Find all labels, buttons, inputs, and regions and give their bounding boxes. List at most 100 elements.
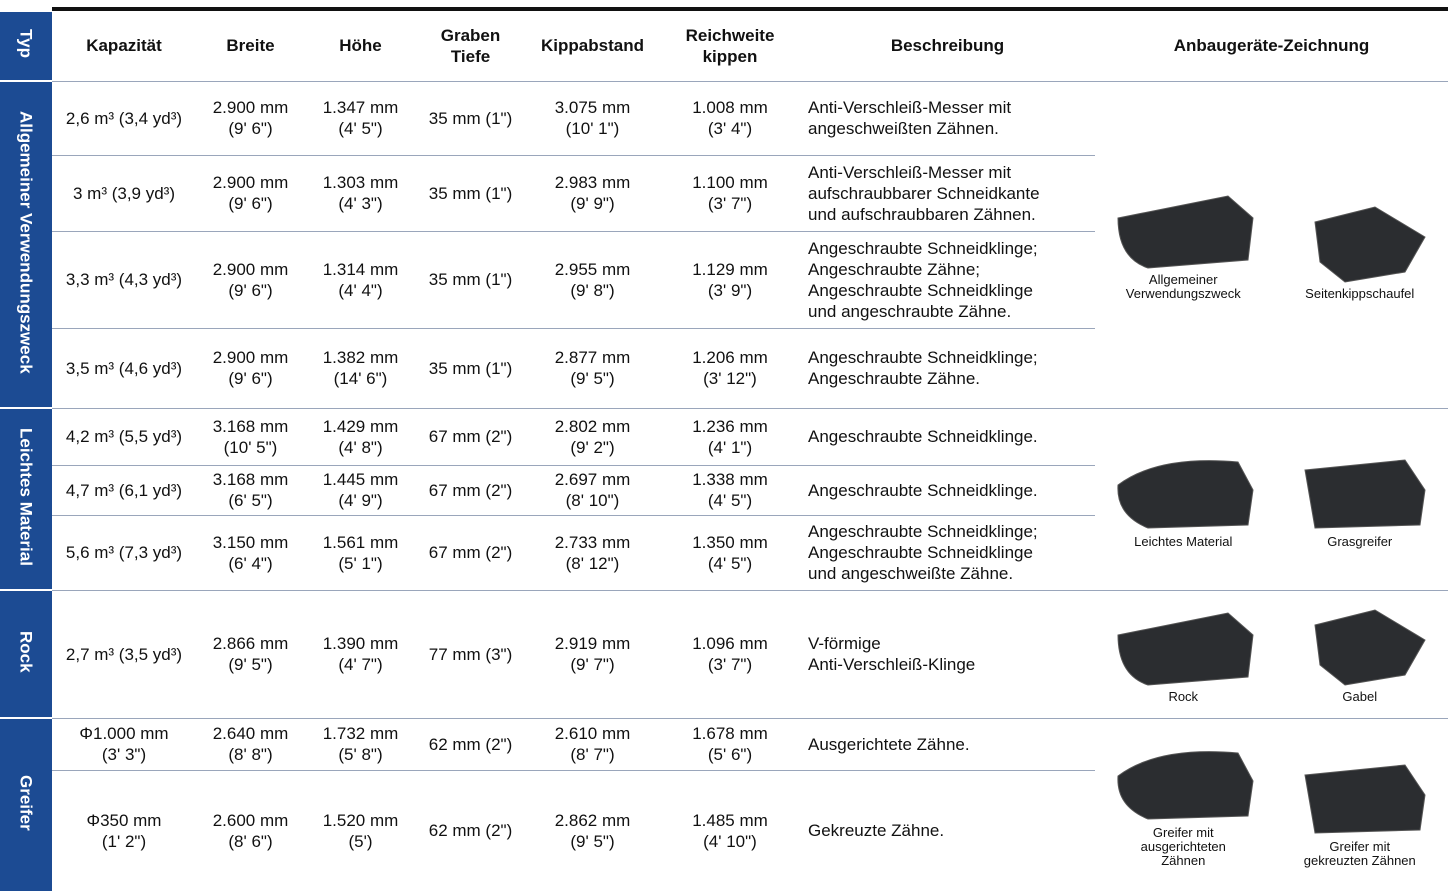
- data-cell: 35 mm (1"): [416, 327, 525, 408]
- data-cell: Angeschraubte Schneidklinge.: [800, 407, 1095, 465]
- data-cell: 1.314 mm (4' 4"): [305, 230, 416, 328]
- data-cell: 3.168 mm (6' 5"): [196, 464, 305, 515]
- data-cell: 2.697 mm (8' 10"): [525, 464, 660, 515]
- type-label: Leichtes Material: [16, 427, 36, 566]
- attachment-drawing: [1304, 458, 1426, 529]
- data-cell: 1.520 mm (5'): [305, 769, 416, 891]
- table-row: Allgemeiner Verwendungszweck 2,6 m³ (3,4 …: [0, 80, 1448, 408]
- data-cell: 4,2 m³ (5,5 yd³): [52, 407, 196, 465]
- header-text: Typ: [16, 29, 36, 58]
- data-cell: 1.445 mm (4' 9"): [305, 464, 416, 515]
- drawing-shape: [1117, 751, 1254, 820]
- drawing-caption: Greifer mit gekreuzten Zähnen: [1303, 839, 1416, 869]
- header-cell: Anbaugeräte-Zeichnung: [1173, 36, 1370, 56]
- drawing-cell: Leichtes Material Grasgreifer: [1095, 407, 1448, 590]
- drawing-group: Allgemeiner Verwendungszweck Seitenkippsc…: [1095, 188, 1448, 301]
- drawing: Greifer mit gekreuzten Zähnen: [1275, 755, 1445, 868]
- drawing: Greifer mit ausgerichteten Zähnen: [1098, 741, 1268, 868]
- header-row: Typ Kapazität Breite Höhe Graben Tiefe Kippab…: [0, 10, 1448, 81]
- table-row: 4,7 m³ (6,1 yd³) 3.168 mm (6' 5") 1.445 mm…: [0, 464, 1448, 515]
- data-cell: Anti-Verschleiß-Messer mit aufschraubbar…: [800, 154, 1095, 231]
- table-row: 3,5 m³ (4,6 yd³) 2.900 mm (9' 6") 1.382 mm…: [0, 327, 1448, 408]
- table-row: Φ350 mm (1' 2") 2.600 mm (8' 6") 1.520 mm …: [0, 769, 1448, 891]
- table-row: Rock 2,7 m³ (3,5 yd³) 2.866 mm (9' 5") 1.39…: [0, 589, 1448, 718]
- drawing-group: Greifer mit ausgerichteten Zähnen Greifer…: [1095, 741, 1448, 868]
- data-cell: 2.802 mm (9' 2"): [525, 407, 660, 465]
- drawing-caption: Grasgreifer: [1327, 533, 1393, 549]
- drawing-cell: Rock Gabel: [1095, 589, 1448, 718]
- data-cell: 1.429 mm (4' 8"): [305, 407, 416, 465]
- data-cell: Angeschraubte Schneidklinge; Angeschraub…: [800, 514, 1095, 590]
- type-label: Greifer: [16, 774, 36, 831]
- data-cell: 2.600 mm (8' 6"): [196, 769, 305, 891]
- data-cell: 3.168 mm (10' 5"): [196, 407, 305, 465]
- data-cell: 3 m³ (3,9 yd³): [52, 154, 196, 231]
- drawing-cell: Allgemeiner Verwendungszweck Seitenkippsc…: [1095, 80, 1448, 408]
- type-label: Allgemeiner Verwendungszweck: [16, 110, 36, 374]
- header-cell: Kippabstand: [541, 36, 644, 56]
- data-cell: 77 mm (3"): [416, 589, 525, 718]
- data-cell: 2.610 mm (8' 7"): [525, 717, 660, 770]
- data-cell: 2.900 mm (9' 6"): [196, 154, 305, 231]
- drawing-group: Leichtes Material Grasgreifer: [1095, 450, 1448, 549]
- drawing-shape: [1304, 458, 1426, 529]
- data-cell: 67 mm (2"): [416, 464, 525, 515]
- data-cell: 2.900 mm (9' 6"): [196, 230, 305, 328]
- drawing-shape: [1117, 611, 1254, 686]
- table-row: Leichtes Material 4,2 m³ (5,5 yd³) 3.168 m…: [0, 407, 1448, 590]
- data-cell: 2.862 mm (9' 5"): [525, 769, 660, 891]
- data-cell: 67 mm (2"): [416, 407, 525, 465]
- drawing: Allgemeiner Verwendungszweck: [1098, 188, 1268, 301]
- drawing-caption: Allgemeiner Verwendungszweck: [1125, 272, 1241, 301]
- drawing-group: Rock Gabel: [1095, 605, 1448, 704]
- drawing-caption: Gabel: [1342, 688, 1378, 704]
- data-cell: 2,6 m³ (3,4 yd³): [52, 80, 196, 155]
- data-cell: 1.303 mm (4' 3"): [305, 154, 416, 231]
- header-cell: Beschreibung: [890, 36, 1005, 56]
- type-cell: Leichtes Material: [0, 407, 52, 590]
- spec-table: Typ Kapazität Breite Höhe Graben Tiefe Kippab…: [0, 10, 1448, 891]
- data-cell: Angeschraubte Schneidklinge; Angeschraub…: [800, 230, 1095, 328]
- drawing-cell: Greifer mit ausgerichteten Zähnen Greifer…: [1095, 717, 1448, 891]
- attachment-drawing: [1117, 611, 1254, 686]
- type-cell: Rock: [0, 589, 52, 718]
- data-cell: Φ1.000 mm (3' 3"): [52, 717, 196, 770]
- table-row: Greifer Φ1.000 mm (3' 3") 2.640 mm (8' 8")…: [0, 717, 1448, 891]
- drawing: Seitenkippschaufel: [1275, 202, 1445, 301]
- data-cell: Angeschraubte Schneidklinge; Angeschraub…: [800, 327, 1095, 408]
- data-cell: 2,7 m³ (3,5 yd³): [52, 589, 196, 718]
- header-cell: Graben Tiefe: [440, 25, 501, 66]
- type-cell: Greifer: [0, 717, 52, 891]
- data-cell: 35 mm (1"): [416, 154, 525, 231]
- data-cell: 2.640 mm (8' 8"): [196, 717, 305, 770]
- data-cell: 35 mm (1"): [416, 80, 525, 155]
- drawing-caption: Greifer mit ausgerichteten Zähnen: [1140, 825, 1226, 869]
- table-row: 5,6 m³ (7,3 yd³) 3.150 mm (6' 4") 1.561 mm…: [0, 514, 1448, 590]
- data-cell: 2.733 mm (8' 12"): [525, 514, 660, 590]
- header-cell: Kapazität: [86, 36, 162, 56]
- drawing: Gabel: [1275, 605, 1445, 704]
- data-cell: 1.008 mm (3' 4"): [660, 80, 800, 155]
- data-cell: 1.732 mm (5' 8"): [305, 717, 416, 770]
- data-cell: 2.900 mm (9' 6"): [196, 80, 305, 155]
- data-cell: 4,7 m³ (6,1 yd³): [52, 464, 196, 515]
- data-cell: Gekreuzte Zähne.: [800, 769, 1095, 891]
- data-cell: 2.919 mm (9' 7"): [525, 589, 660, 718]
- data-cell: 1.347 mm (4' 5"): [305, 80, 416, 155]
- data-cell: 5,6 m³ (7,3 yd³): [52, 514, 196, 590]
- data-cell: 1.485 mm (4' 10"): [660, 769, 800, 891]
- data-cell: 1.206 mm (3' 12"): [660, 327, 800, 408]
- top-rule: [52, 7, 1448, 11]
- drawing-shape: [1117, 459, 1254, 529]
- data-cell: Ausgerichtete Zähne.: [800, 717, 1095, 770]
- data-cell: 2.900 mm (9' 6"): [196, 327, 305, 408]
- drawing-caption: Seitenkippschaufel: [1305, 286, 1415, 301]
- data-cell: 3.150 mm (6' 4"): [196, 514, 305, 590]
- data-cell: 2.983 mm (9' 9"): [525, 154, 660, 231]
- data-cell: Φ350 mm (1' 2"): [52, 769, 196, 891]
- data-cell: 1.338 mm (4' 5"): [660, 464, 800, 515]
- data-cell: 67 mm (2"): [416, 514, 525, 590]
- data-cell: 2.866 mm (9' 5"): [196, 589, 305, 718]
- drawing-shape: [1117, 195, 1254, 269]
